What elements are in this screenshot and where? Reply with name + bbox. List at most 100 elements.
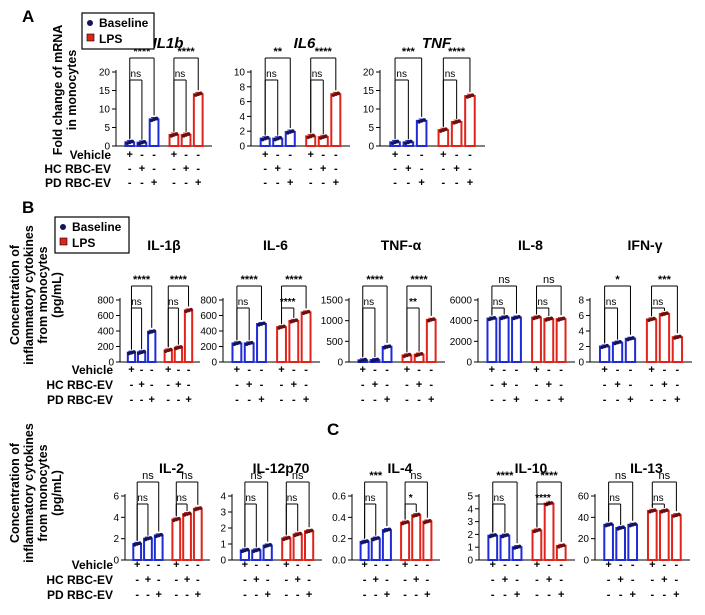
y-tick-label: 0 [108,358,114,369]
condition-sign: - [266,574,270,586]
data-point [198,506,203,510]
condition-sign: - [296,589,300,601]
y-tick-label: 6000 [450,296,473,307]
condition-label: Vehicle [70,148,112,162]
condition-sign: + [416,379,422,391]
y-tick-label: 0 [104,142,110,153]
y-axis-title: inflammatory cytokines [22,225,36,365]
condition-sign: - [503,589,507,601]
condition-sign: - [676,364,680,376]
condition-sign: + [373,574,379,586]
condition-sign: - [235,379,239,391]
condition-sign: - [502,364,506,376]
condition-sign: - [607,574,611,586]
sig-label: **** [315,46,333,58]
condition-sign: + [649,559,655,571]
sig-label: ns [142,470,154,482]
condition-sign: + [151,177,157,189]
y-tick-label: 3 [220,508,226,519]
condition-sign: + [601,364,607,376]
data-point [517,544,522,549]
data-point [416,512,421,517]
condition-sign: + [424,589,430,601]
condition-sign: - [455,149,459,161]
data-point [457,119,461,123]
y-tick-label: 4 [113,513,119,524]
condition-sign: - [284,574,288,586]
chart-title: TNF [422,35,452,52]
condition-sign: - [247,364,251,376]
condition-sign: - [503,559,507,571]
condition-sign: - [185,559,189,571]
y-tick-label: 2 [239,127,245,138]
sig-label: *** [658,274,672,286]
bar [292,533,303,562]
condition-sign: - [675,559,679,571]
data-point [265,135,270,140]
sig-label: ns [606,297,617,308]
condition-sign: - [361,394,365,406]
y-tick-label: 4 [578,327,584,338]
y-axis-title: (pg/mL) [50,272,64,318]
condition-sign: - [187,364,191,376]
sig-label: ns [609,493,620,504]
condition-sign: + [402,559,408,571]
data-point [152,329,157,333]
condition-sign: + [253,574,259,586]
bar [658,312,671,364]
sig-label: **** [170,274,188,286]
bar [498,316,510,364]
condition-sign: - [374,589,378,601]
condition-sign: - [243,589,247,601]
condition-sign: - [135,589,139,601]
sig-label: ** [273,46,282,58]
data-point [470,93,475,97]
y-tick-label: 10 [99,105,111,116]
data-point [142,139,147,144]
condition-sign: + [139,163,145,175]
sig-label: ns [181,470,193,482]
condition-sign: - [185,589,189,601]
condition-sign: - [650,394,654,406]
condition-sign: - [650,379,654,391]
condition-sign: - [405,394,409,406]
condition-label: Vehicle [72,363,114,377]
sig-label: * [409,493,413,504]
data-point [262,321,266,326]
condition-sign: - [276,177,280,189]
sig-label: ns [659,470,671,482]
condition-sign: - [307,559,311,571]
y-tick-label: 0 [466,358,472,369]
condition-sign: - [490,379,494,391]
bar [450,120,463,147]
condition-label: Vehicle [72,558,114,572]
y-axis-title: from monocytes [36,444,50,541]
condition-sign: - [184,149,188,161]
condition-sign: - [663,589,667,601]
bar [288,319,300,363]
condition-sign: - [663,364,667,376]
sig-label: **** [133,274,151,286]
data-point [505,533,510,537]
data-point [257,547,261,552]
condition-sign: - [559,379,563,391]
bar [671,336,684,364]
condition-sign: + [513,394,519,406]
data-point [677,512,681,517]
condition-sign: - [174,574,178,586]
condition-sign: - [152,163,156,175]
condition-sign: - [157,559,161,571]
data-point [492,316,497,320]
legend-label: Baseline [72,220,122,234]
data-point [621,525,625,529]
bar [182,513,192,562]
y-tick-label: 5 [368,123,374,134]
condition-sign: - [385,379,389,391]
chart-title: TNF-α [381,237,422,253]
data-point [665,311,669,315]
condition-sign: - [417,364,421,376]
condition-sign: - [420,149,424,161]
condition-sign: - [166,379,170,391]
data-point [537,527,542,532]
condition-sign: + [171,149,177,161]
